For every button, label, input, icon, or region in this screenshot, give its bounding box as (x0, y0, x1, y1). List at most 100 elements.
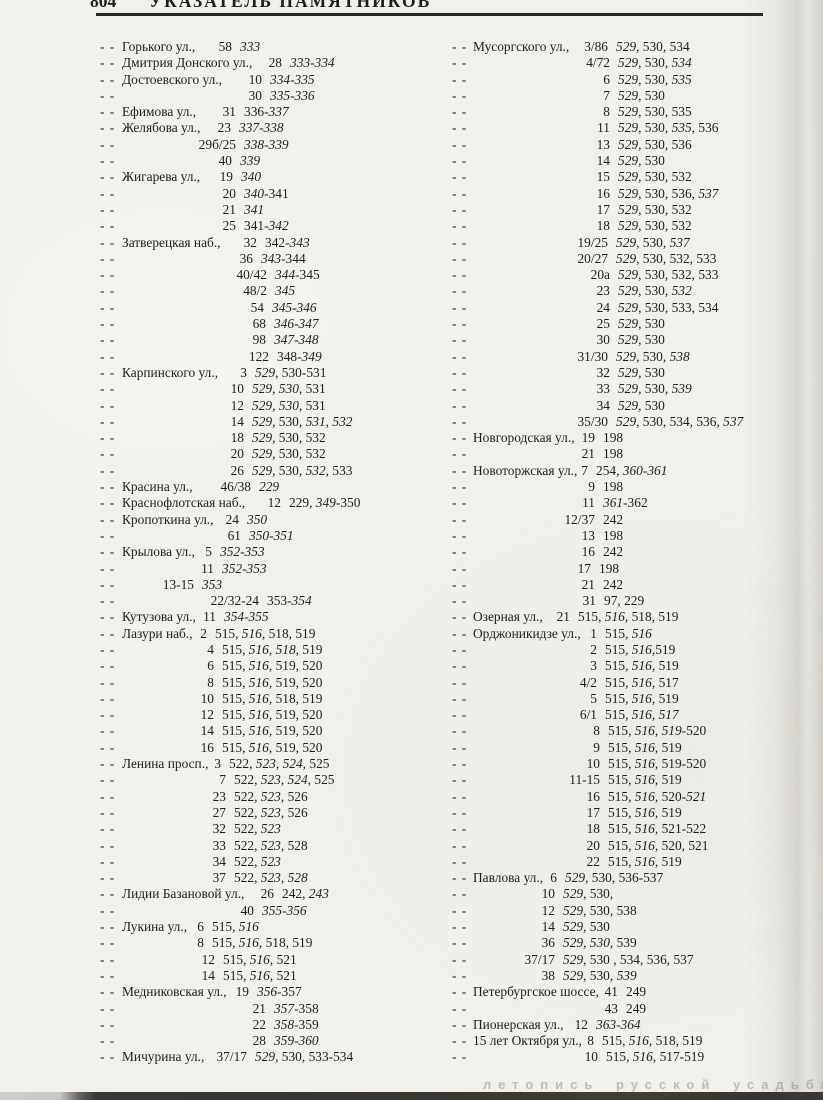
page-refs: 350-351 (249, 528, 294, 543)
index-entry: - - 34 529, 530 (452, 398, 823, 414)
page-ref: , (280, 772, 288, 788)
house-number: 14 (541, 919, 555, 935)
page-ref-italic: 529 (618, 397, 639, 413)
index-entry: - - 10 515, 516, 517-519 (452, 1049, 823, 1065)
entry-address: 13-15 (122, 577, 194, 593)
entry-address: 28 (122, 1033, 266, 1049)
entry-address: 7 (122, 772, 226, 788)
page-refs: 529, 530, (563, 886, 613, 901)
index-entry: - - 7 522, 523, 524, 525 (100, 772, 452, 788)
index-entry: - - 12 515, 516, 521 (100, 952, 452, 968)
page-ref-italic: 345 (275, 283, 296, 299)
dash-prefix: - - (100, 283, 116, 299)
index-entry: - - Лидии Базановой ул., 26 242, 243 (100, 886, 452, 902)
index-entry: - - Лукина ул., 6 515, 516 (100, 919, 452, 935)
index-entry: - - 19/25 529, 530, 537 (452, 235, 823, 251)
entry-address: 34 (122, 854, 226, 870)
page-ref-italic: 523 (260, 853, 281, 869)
house-number: 15 (596, 169, 610, 185)
index-entry: - - 22/32-24 353-354 (100, 593, 452, 609)
entry-address: Озерная ул., 21 (473, 609, 570, 625)
street-name: Петербургское шоссе, (473, 984, 599, 1000)
page-refs: 529, 530, 531 (252, 381, 326, 396)
page-refs: 515, 516, 518, 519 (578, 609, 678, 624)
entry-address: Краснофлотская наб., 12 (122, 495, 281, 511)
page-refs: 353 (202, 577, 222, 592)
page-ref: , (325, 413, 333, 429)
page-refs: 529, 530, 532 (252, 430, 326, 445)
entry-address: 11-15 (473, 772, 600, 788)
page-refs: 529, 530, 535 (618, 72, 692, 87)
index-entry: - - 25 529, 530 (452, 316, 823, 332)
page-ref: , 519 (651, 658, 679, 674)
page-ref-italic: 334-335 (270, 71, 315, 87)
house-number: 2 (200, 625, 207, 641)
dash-prefix: - - (100, 479, 116, 495)
page-refs: 249 (626, 984, 646, 999)
entry-address: 4 (122, 642, 214, 658)
index-entry: - - 15 лет Октября ул., 8 515, 516, 518, 51… (452, 1033, 823, 1049)
house-number: 12 (267, 495, 281, 511)
page-ref: , 530, 536, (638, 185, 699, 201)
dash-prefix: - - (452, 1033, 468, 1049)
page-ref-italic: 529 (618, 283, 639, 299)
house-number: 8 (197, 935, 204, 951)
dash-prefix: - - (100, 544, 116, 560)
dash-prefix: - - (452, 267, 468, 283)
page-ref: 515, (608, 772, 635, 788)
page-refs: 358-359 (274, 1017, 319, 1032)
page-refs: 335-336 (270, 88, 315, 103)
page-refs: 515, 516, 521 (223, 952, 297, 967)
page-ref: , 518, 519 (258, 935, 313, 951)
page-ref-italic: 516 (634, 723, 655, 739)
entry-address: 20 (122, 446, 244, 462)
index-entry: - - 17 198 (452, 561, 823, 577)
house-number: 6 (197, 919, 204, 935)
index-entry: - - 14 529, 530 (452, 153, 823, 169)
index-entry: - - 40 355-356 (100, 903, 452, 919)
index-entry: - - 36 343-344 (100, 251, 452, 267)
index-entry: - - 31/30 529, 530, 538 (452, 349, 823, 365)
page-ref: 515, (222, 723, 249, 739)
entry-address: 54 (122, 300, 264, 316)
page-ref: 522, (234, 804, 261, 820)
page-ref-italic: 516 (631, 625, 652, 641)
house-number: 28 (268, 55, 282, 71)
street-name: Озерная ул., (473, 609, 543, 625)
house-number: 5 (590, 690, 597, 706)
index-entry: - - 6/1 515, 516, 517 (452, 707, 823, 723)
house-number: 23 (217, 120, 231, 136)
page-refs: 363-364 (596, 1017, 641, 1032)
page-ref-italic: 516 (249, 951, 270, 967)
house-number: 20 (222, 185, 236, 201)
page-refs: 348-349 (277, 349, 322, 364)
page-ref: , (268, 641, 276, 657)
page-refs: 515, 516, 520, 521 (608, 838, 708, 853)
entry-address: 22 (473, 854, 600, 870)
page-ref-italic: 333 (240, 39, 261, 54)
house-number: 10 (230, 381, 244, 397)
page-ref-italic: 529 (563, 967, 584, 983)
page-refs: 529, 530, 537 (616, 235, 690, 250)
page-ref-italic: 353 (202, 576, 223, 592)
section-title: УКАЗАТЕЛЬ ПАМЯТНИКОВ (149, 0, 432, 11)
entry-address: 40 (122, 903, 254, 919)
entry-address: 17 (473, 202, 610, 218)
page-refs: 515, 516, 519 (608, 854, 682, 869)
entry-address: 9 (473, 479, 595, 495)
page-ref: , 518, 519 (624, 609, 679, 625)
page-ref-italic: 529 (618, 169, 639, 185)
house-number: 3 (214, 756, 221, 772)
page-ref-italic: 529 (616, 413, 637, 429)
dash-prefix: - - (452, 136, 468, 152)
page-ref-italic: 529 (618, 316, 639, 332)
page-ref: -344 (281, 250, 306, 266)
index-entry: - - 21 198 (452, 446, 823, 462)
page-ref: , 530 (638, 332, 665, 348)
page-refs: 529, 530, 533-534 (255, 1049, 353, 1064)
page-ref-italic: 529 (618, 381, 639, 397)
index-entry: - - 8 515, 516, 519-520 (452, 723, 823, 739)
house-number: 14 (596, 153, 610, 169)
dash-prefix: - - (100, 87, 116, 103)
page-refs: 242 (603, 577, 623, 592)
